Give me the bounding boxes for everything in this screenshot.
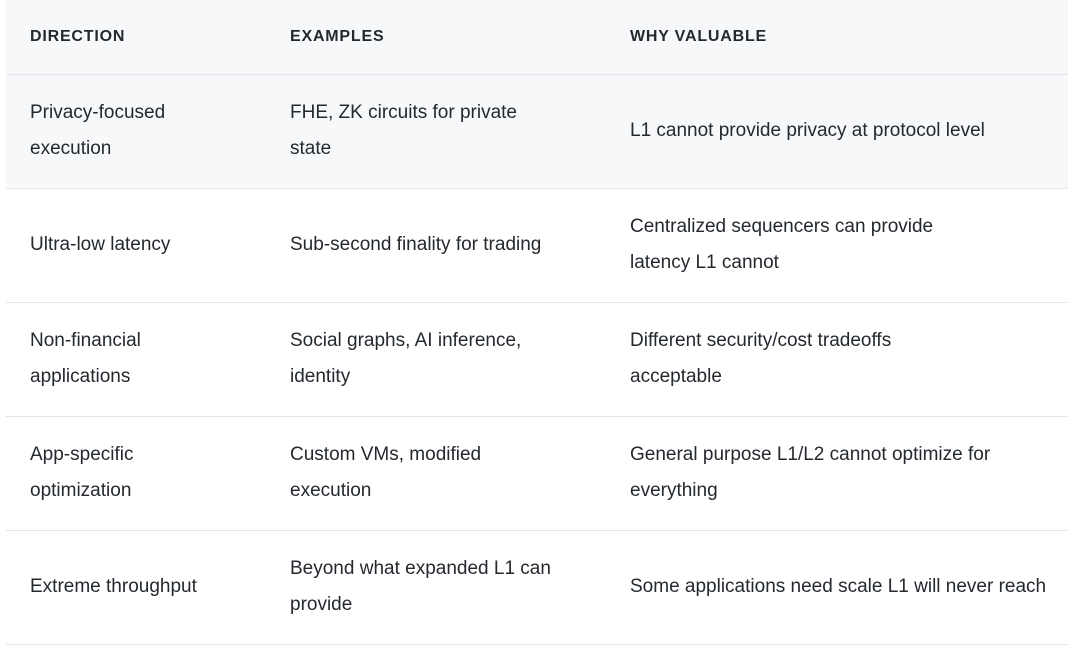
cell-why-valuable: General purpose L1/L2 cannot optimize fo… (630, 444, 991, 501)
cell-direction: Ultra-low latency (30, 234, 171, 255)
cell-examples: Beyond what expanded L1 can provide (290, 558, 551, 615)
table-row: Non-financial applications Social graphs… (6, 302, 1068, 416)
header-examples: EXAMPLES (290, 27, 385, 45)
cell-direction: Extreme throughput (30, 576, 197, 597)
cell-examples: Sub-second finality for trading (290, 234, 542, 255)
cell-direction: Non-financial applications (30, 330, 141, 387)
table-row: App-specific optimization Custom VMs, mo… (6, 416, 1068, 530)
cell-why-valuable: Different security/cost tradeoffs accept… (630, 330, 892, 387)
cell-why-valuable: Some applications need scale L1 will nev… (630, 576, 1047, 597)
table-row: Privacy-focused execution FHE, ZK circui… (6, 74, 1068, 188)
table-row: Ultra-low latency Sub-second finality fo… (6, 188, 1068, 302)
cell-examples: FHE, ZK circuits for private state (290, 102, 517, 159)
header-why-valuable: WHY VALUABLE (630, 27, 768, 45)
header-direction: DIRECTION (30, 27, 126, 45)
table-row: Extreme throughput Beyond what expanded … (6, 530, 1068, 644)
cell-why-valuable: L1 cannot provide privacy at protocol le… (630, 120, 985, 141)
cell-direction: App-specific optimization (30, 444, 134, 501)
cell-examples: Custom VMs, modified execution (290, 444, 482, 501)
cell-why-valuable: Centralized sequencers can provide laten… (630, 216, 934, 273)
header-row: DIRECTION EXAMPLES WHY VALUABLE (6, 0, 1068, 74)
cell-examples: Social graphs, AI inference, identity (290, 330, 522, 387)
directions-table: DIRECTION EXAMPLES WHY VALUABLE Privacy-… (6, 0, 1068, 645)
cell-direction: Privacy-focused execution (30, 102, 166, 159)
